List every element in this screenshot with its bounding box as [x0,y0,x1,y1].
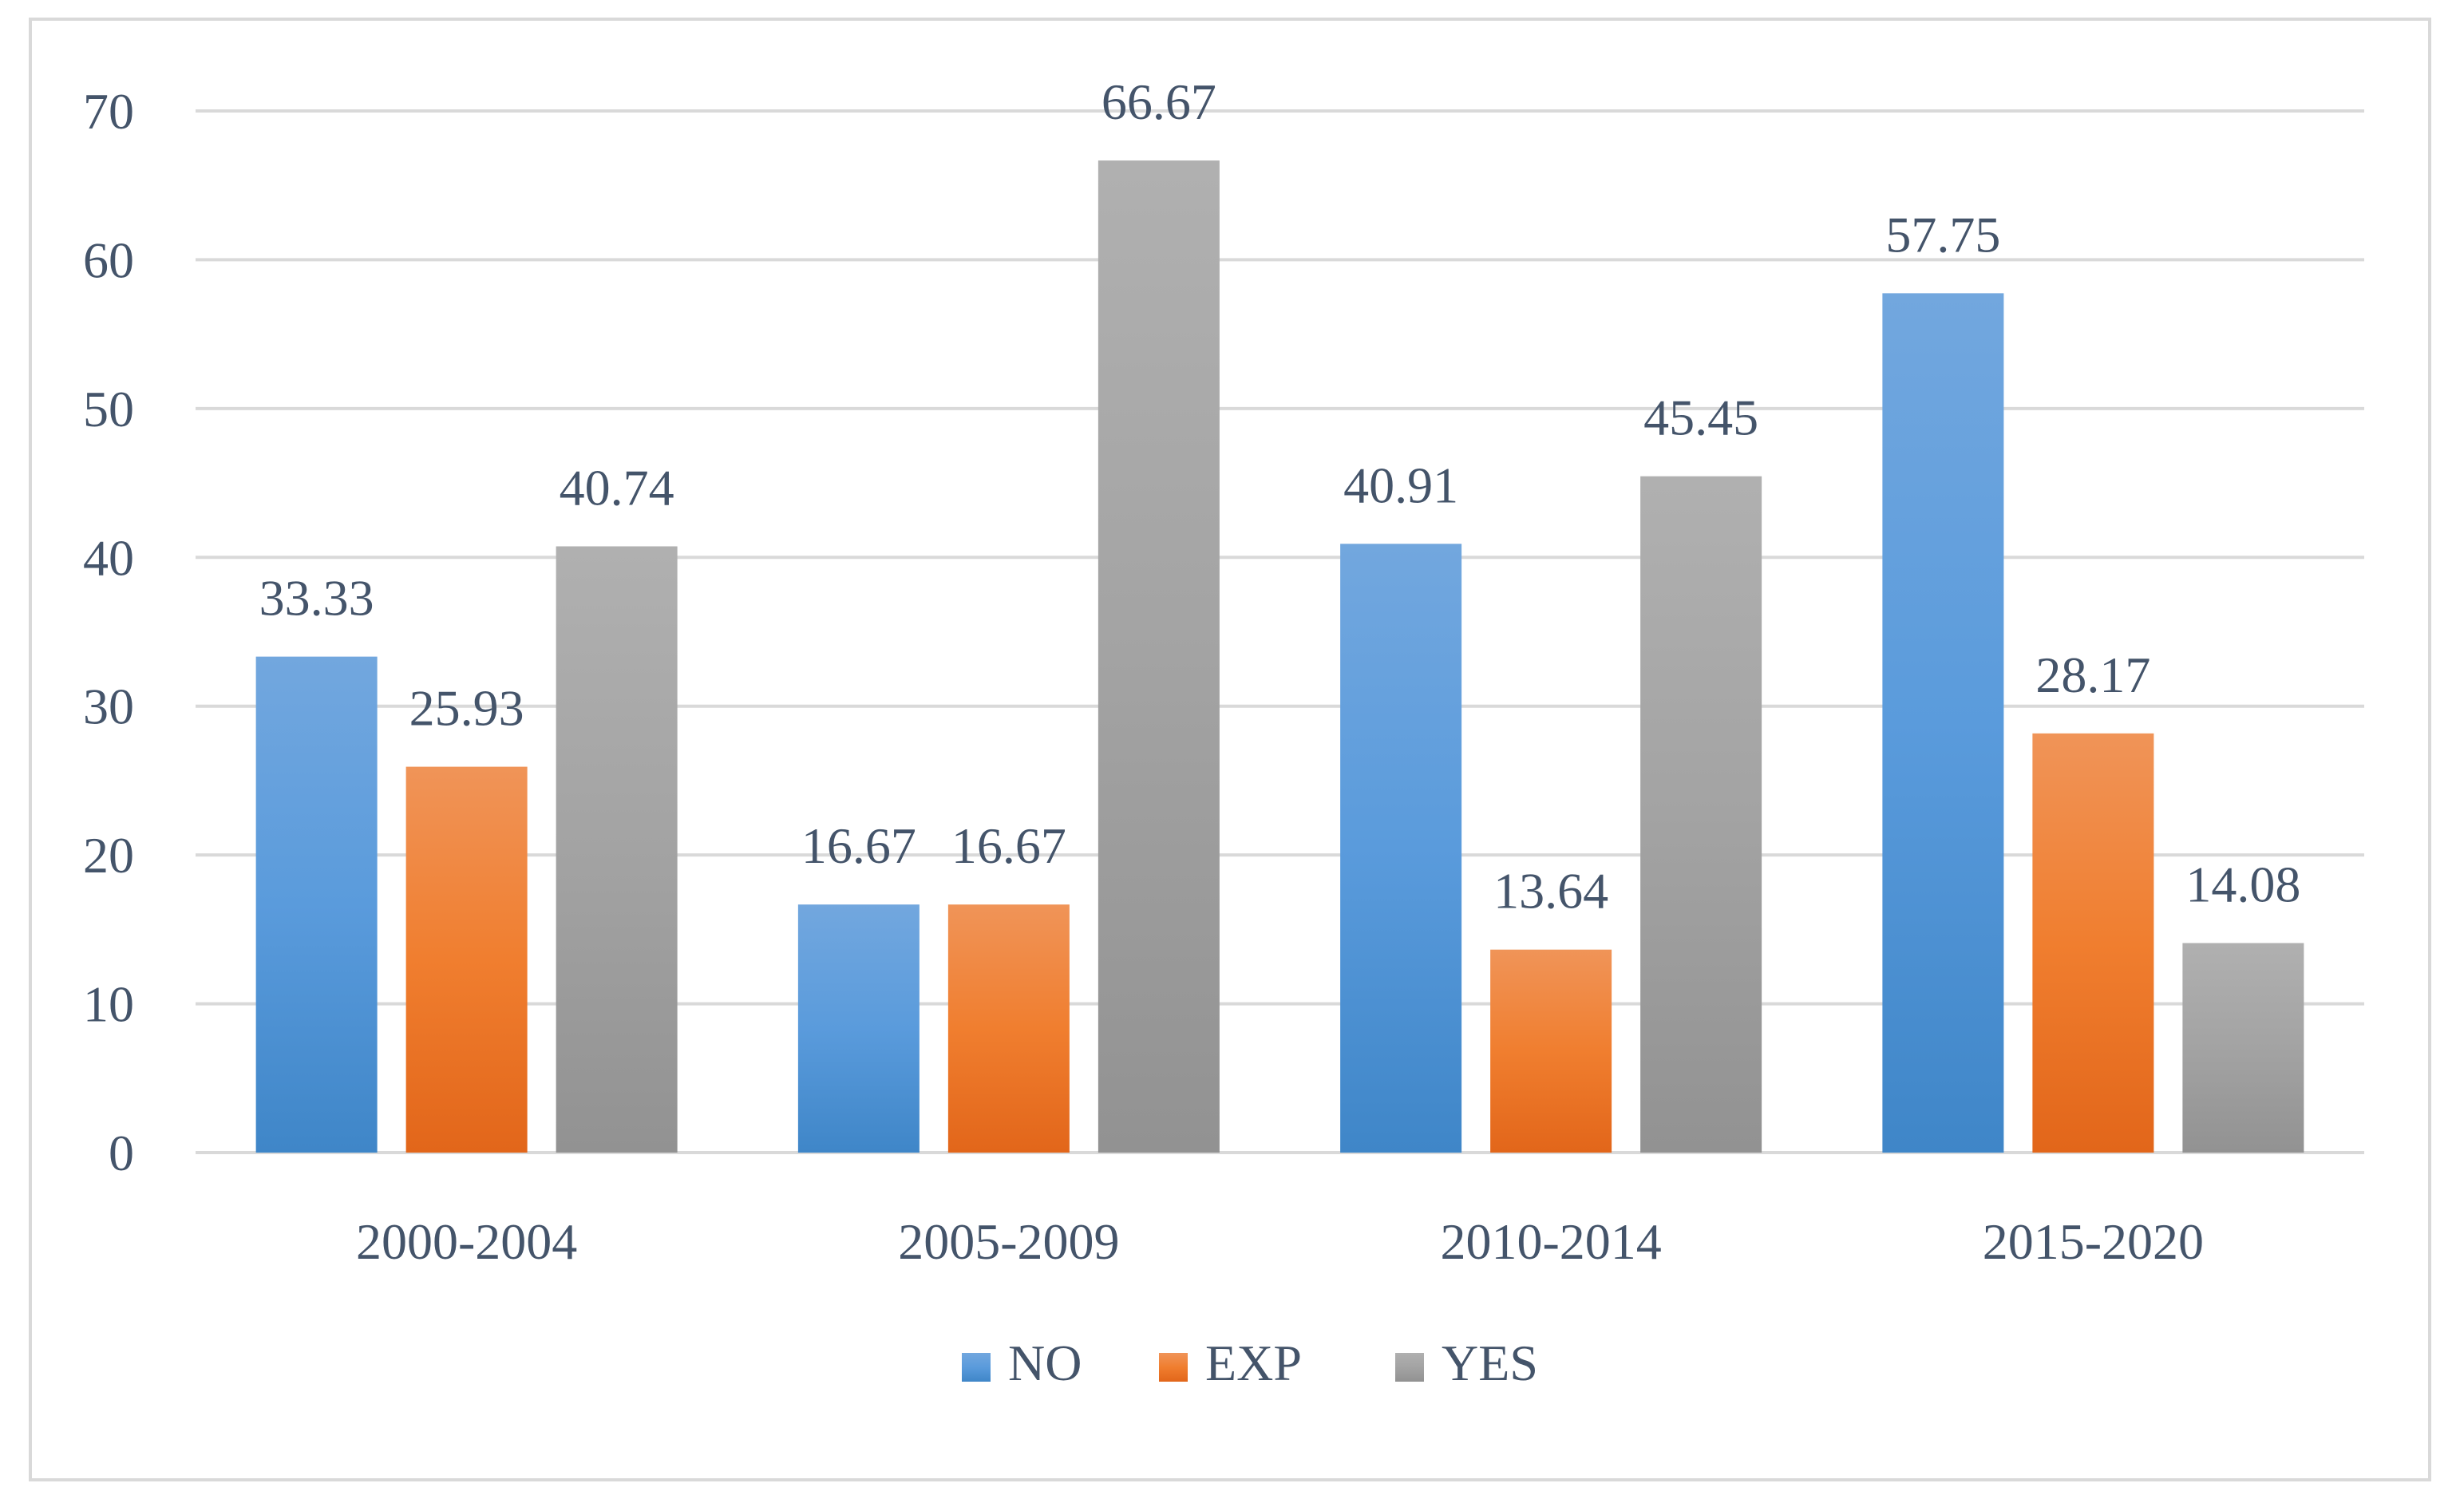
y-tick-label-20: 20 [83,827,134,884]
data-label-yes-2000-2004: 40.74 [560,459,674,516]
y-tick-label-40: 40 [83,529,134,586]
bar-no-2015-2020 [1882,293,2004,1153]
bar-no-2010-2014 [1340,544,1462,1153]
x-category-label-2010-2014: 2010-2014 [1440,1213,1661,1270]
bar-no-2005-2009 [797,904,920,1153]
bar-exp-2015-2020 [2032,733,2154,1153]
data-label-yes-2010-2014: 45.45 [1643,390,1758,446]
bar-no-2000-2004 [255,656,378,1153]
legend-swatch-yes [1395,1353,1424,1382]
data-label-yes-2005-2009: 66.67 [1101,73,1216,130]
y-tick-label-30: 30 [83,678,134,735]
data-label-exp-2015-2020: 28.17 [2035,647,2150,703]
y-tick-label-70: 70 [83,83,134,140]
legend: NO EXP YES [962,1335,1538,1391]
data-label-no-2010-2014: 40.91 [1343,457,1458,513]
legend-label-exp: EXP [1205,1335,1302,1391]
data-label-no-2005-2009: 16.67 [801,817,916,874]
bar-exp-2010-2014 [1490,949,1612,1153]
y-tick-label-10: 10 [83,976,134,1033]
bar-yes-2010-2014 [1640,476,1762,1153]
data-label-yes-2015-2020: 14.08 [2185,856,2300,913]
bar-yes-2015-2020 [2182,943,2304,1153]
bar-exp-2000-2004 [405,766,528,1153]
y-tick-label-60: 60 [83,231,134,288]
legend-label-yes: YES [1442,1335,1538,1391]
data-label-exp-2000-2004: 25.93 [409,680,524,737]
data-label-exp-2005-2009: 16.67 [951,817,1066,874]
y-tick-label-50: 50 [83,381,134,437]
y-tick-label-0: 0 [109,1125,134,1181]
bar-exp-2005-2009 [947,904,1070,1153]
x-category-label-2000-2004: 2000-2004 [356,1213,577,1270]
x-category-label-2015-2020: 2015-2020 [1983,1213,2204,1270]
bar-yes-2000-2004 [556,546,678,1153]
data-label-exp-2010-2014: 13.64 [1493,863,1608,920]
data-label-no-2000-2004: 33.33 [259,570,374,627]
data-labels: 33.33 25.93 40.74 16.67 16.67 66.67 40.91 13.64… [259,73,2301,920]
data-label-no-2015-2020: 57.75 [1885,206,2000,263]
x-axis-categories: 2000-2004 2005-2009 2010-2014 2015-2020 [356,1213,2204,1270]
bar-yes-2005-2009 [1098,160,1220,1153]
x-category-label-2005-2009: 2005-2009 [898,1213,1119,1270]
legend-swatch-exp [1159,1353,1188,1382]
chart-frame [29,18,2431,1481]
bars [255,160,2304,1153]
legend-swatch-no [962,1353,991,1382]
y-axis-ticks: 0 10 20 30 40 50 60 70 [83,83,134,1181]
legend-label-no: NO [1008,1335,1082,1391]
